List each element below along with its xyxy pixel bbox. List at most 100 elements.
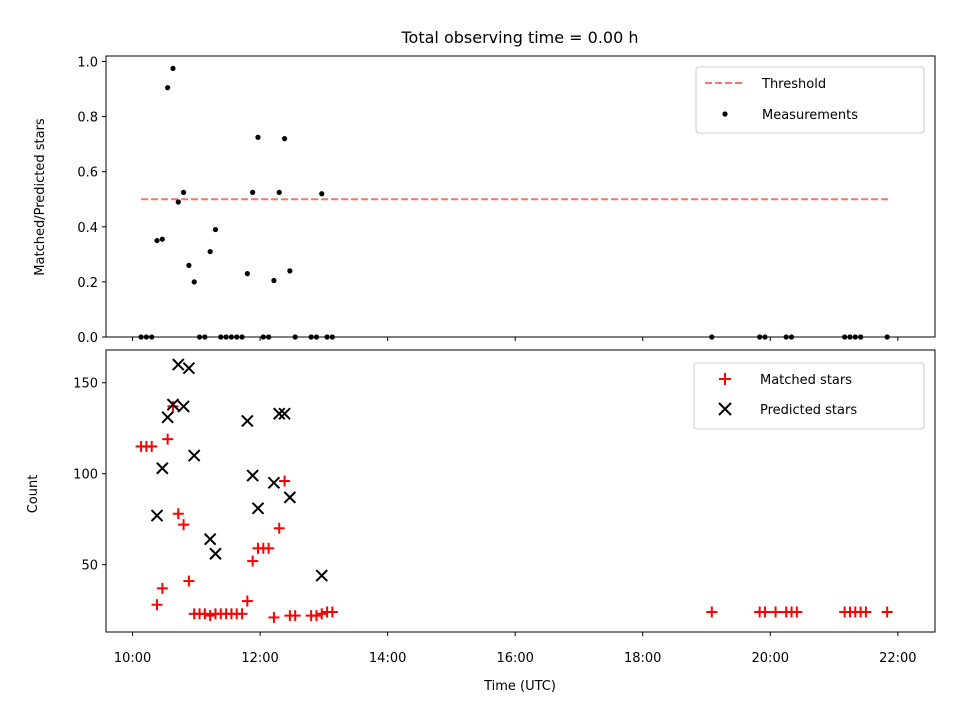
- matched-star-point: [236, 608, 248, 620]
- measurement-point: [313, 334, 320, 340]
- measurement-point: [239, 334, 245, 340]
- measurement-point: [757, 334, 763, 340]
- predicted-star-point: [150, 509, 164, 522]
- predicted-star-point: [273, 407, 286, 420]
- matched-star-point: [263, 542, 275, 554]
- measurement-point: [143, 334, 149, 340]
- predicted-star-point: [188, 449, 201, 462]
- measurement-point: [271, 277, 277, 284]
- top-panel-frame: [105, 55, 936, 338]
- x-axis-label: Time (UTC): [483, 679, 556, 694]
- measurement-point: [186, 262, 192, 268]
- measurement-point: [762, 334, 768, 340]
- measurement-point: [319, 191, 325, 197]
- top-y-tick-label: 0.4: [77, 221, 98, 236]
- top-y-tick-label: 0.0: [77, 331, 98, 346]
- measurement-point: [212, 226, 219, 233]
- measurement-point: [175, 199, 181, 205]
- matched-star-point: [156, 582, 168, 594]
- measurement-point: [842, 334, 848, 340]
- matched-star-point: [204, 610, 216, 622]
- legend-measurements-swatch: [722, 111, 728, 117]
- measurement-point: [783, 334, 789, 340]
- predicted-star-point: [209, 547, 222, 560]
- measurement-point: [287, 268, 293, 274]
- measurement-point: [159, 236, 165, 242]
- x-tick-label: 12:00: [241, 651, 278, 666]
- predicted-star-point: [203, 533, 217, 546]
- matched-star-point: [178, 519, 190, 531]
- predicted-star-point: [278, 407, 291, 420]
- measurement-point: [329, 334, 335, 340]
- measurement-point: [191, 279, 197, 285]
- top-panel: 0.0 0.2 0.4 0.6 0.8 1.0 Matched/Predicted sta…: [33, 55, 936, 346]
- matched-star-point: [268, 611, 280, 623]
- matched-star-point: [247, 555, 259, 567]
- matched-star-point: [770, 606, 782, 618]
- matched-star-point: [289, 610, 301, 622]
- legend-matched-swatch: [719, 373, 731, 385]
- matched-star-point: [279, 475, 291, 487]
- predicted-star-point: [315, 569, 328, 582]
- measurement-point: [847, 334, 853, 340]
- legend-predicted-label: Predicted stars: [760, 403, 857, 418]
- bottom-legend: Matched stars Predicted stars: [693, 362, 925, 430]
- measurement-point: [324, 334, 330, 340]
- top-y-tick-label: 0.2: [77, 276, 98, 291]
- legend-threshold-label: Threshold: [761, 77, 826, 92]
- top-y-axis-label: Matched/Predicted stars: [33, 118, 48, 276]
- top-legend: Threshold Measurements: [695, 66, 925, 134]
- matched-star-point: [172, 508, 184, 520]
- matched-star-point: [146, 440, 158, 452]
- matched-star-point: [316, 608, 328, 620]
- measurement-point: [202, 334, 208, 340]
- measurement-point: [196, 334, 203, 340]
- predicted-star-point: [161, 411, 174, 424]
- measurement-point: [207, 248, 213, 255]
- measurement-point: [154, 237, 160, 244]
- top-legend-box: [695, 66, 925, 134]
- predicted-star-point: [267, 476, 281, 490]
- top-y-tick-label: 0.8: [77, 111, 98, 126]
- x-tick-label: 16:00: [496, 651, 533, 666]
- measurement-point: [250, 189, 256, 195]
- measurement-point: [709, 334, 715, 340]
- predicted-star-point: [156, 462, 169, 475]
- matched-star-point: [310, 610, 322, 622]
- matched-star-point: [241, 595, 253, 607]
- legend-matched-label: Matched stars: [760, 373, 852, 388]
- matched-star-point: [273, 522, 285, 534]
- measurement-point: [218, 334, 224, 340]
- matched-star-point: [860, 606, 872, 618]
- measurement-point: [255, 134, 261, 140]
- top-y-tick-label: 0.6: [77, 166, 98, 181]
- bottom-legend-box: [693, 362, 925, 430]
- measurement-point: [223, 334, 229, 340]
- measurement-point: [228, 334, 235, 340]
- matched-star-point: [151, 599, 163, 611]
- predicted-star-point: [246, 469, 259, 482]
- bottom-y-tick-label: 50: [81, 559, 98, 574]
- measurement-point: [276, 189, 282, 195]
- matched-star-point: [759, 606, 771, 618]
- predicted-star-point: [172, 358, 185, 371]
- legend-predicted-swatch: [718, 402, 732, 416]
- x-tick-label: 20:00: [752, 651, 789, 666]
- bottom-y-axis-label: Count: [26, 475, 41, 514]
- predicted-star-point: [177, 400, 190, 413]
- matched-star-point: [326, 606, 338, 618]
- bottom-y-tick-label: 100: [73, 468, 98, 483]
- matched-star-point: [167, 400, 179, 412]
- predicted-star-point: [166, 398, 180, 411]
- x-tick-label: 10:00: [114, 651, 151, 666]
- measurement-point: [858, 334, 864, 340]
- measurement-point: [788, 334, 795, 340]
- x-tick-label: 14:00: [369, 651, 406, 666]
- measurement-point: [260, 334, 266, 340]
- measurement-point: [180, 189, 187, 195]
- predicted-star-point: [283, 491, 297, 504]
- measurement-point: [852, 334, 858, 340]
- matched-star-point: [706, 606, 718, 618]
- x-tick-label: 22:00: [879, 651, 916, 666]
